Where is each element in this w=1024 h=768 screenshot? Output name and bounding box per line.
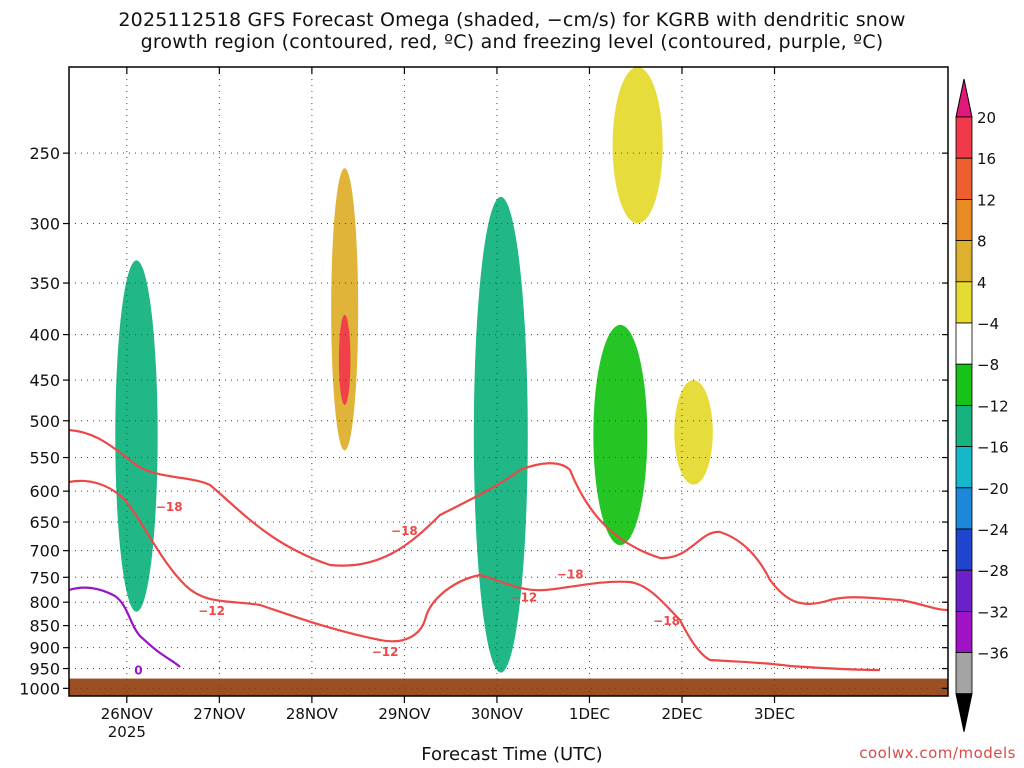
colorbar-swatch (955, 157, 973, 200)
y-tick-label: 750 (29, 568, 60, 587)
y-tick-label: 450 (29, 371, 60, 390)
terrain-below-surface (69, 678, 948, 696)
x-tick-label: 26NOV (101, 705, 154, 723)
y-tick-label: 400 (29, 326, 60, 345)
chart-title-line-2: growth region (contoured, red, ºC) and f… (140, 31, 884, 53)
contour-label: −18 (653, 614, 680, 628)
contour-dgz-cold (68, 428, 949, 612)
colorbar-swatch (955, 569, 973, 612)
y-tick-label: 800 (29, 593, 60, 612)
contour-label: −18 (156, 500, 183, 514)
omega-region-downward (473, 196, 528, 673)
colorbar-label: 16 (977, 150, 996, 168)
colorbar-swatch (955, 322, 973, 365)
y-tick-label: 900 (29, 639, 60, 658)
y-tick-label: 600 (29, 482, 60, 501)
colorbar-label: −20 (977, 480, 1009, 498)
colorbar-label: −4 (977, 315, 999, 333)
contour-label: −12 (372, 645, 399, 659)
colorbar-top-arrow (955, 78, 973, 118)
colorbar-swatch (955, 446, 973, 489)
colorbar-swatch (955, 611, 973, 654)
colorbar-label: −32 (977, 603, 1009, 621)
contour-label: 0 (134, 664, 142, 678)
x-tick-label: 30NOV (471, 705, 524, 723)
y-tick-label: 950 (29, 660, 60, 679)
colorbar-label: 4 (977, 274, 987, 292)
colorbar-swatch (955, 363, 973, 406)
source-credit[interactable]: coolwx.com/models (859, 744, 1016, 762)
colorbar-label: 12 (977, 191, 996, 209)
x-tick-label: 27NOV (193, 705, 246, 723)
chart-title-line-1: 2025112518 GFS Forecast Omega (shaded, −… (118, 9, 906, 31)
plot-frame (68, 66, 949, 697)
contour-dgz-warm (68, 479, 881, 672)
y-tick-label: 650 (29, 513, 60, 532)
y-tick-label: 250 (29, 144, 60, 163)
colorbar-swatch (955, 116, 973, 159)
omega-region-downward (593, 324, 648, 546)
contour-label: −18 (391, 524, 418, 538)
y-tick-label: 1000 (19, 679, 60, 698)
colorbar-label: −28 (977, 562, 1009, 580)
y-tick-label: 300 (29, 215, 60, 234)
colorbar-swatch (955, 404, 973, 447)
y-tick-label: 500 (29, 412, 60, 431)
y-tick-label: 700 (29, 542, 60, 561)
colorbar-swatch (955, 240, 973, 283)
colorbar-label: −12 (977, 397, 1009, 415)
x-tick-sublabel: 2025 (108, 723, 146, 741)
contour-label: −12 (198, 604, 225, 618)
colorbar-label: −8 (977, 356, 999, 374)
colorbar-swatch (955, 528, 973, 571)
omega-region-downward (115, 260, 158, 612)
x-tick-label: 1DEC (569, 705, 610, 723)
y-tick-label: 550 (29, 449, 60, 468)
omega-region-upward (331, 168, 359, 451)
contour-freezing-level (68, 586, 181, 668)
colorbar-label: −36 (977, 645, 1009, 663)
colorbar-label: −24 (977, 521, 1009, 539)
omega-region-upward (612, 67, 663, 224)
y-tick-label: 850 (29, 617, 60, 636)
x-tick-label: 29NOV (378, 705, 431, 723)
colorbar-swatch (955, 281, 973, 324)
colorbar-label: 20 (977, 109, 996, 127)
contour-label: −12 (511, 590, 538, 604)
y-tick-label: 350 (29, 274, 60, 293)
x-tick-label: 3DEC (754, 705, 795, 723)
x-tick-label: 28NOV (286, 705, 339, 723)
x-tick-label: 2DEC (661, 705, 702, 723)
colorbar-label: 8 (977, 233, 987, 251)
colorbar-label: −16 (977, 439, 1009, 457)
x-axis-title: Forecast Time (UTC) (421, 744, 603, 765)
colorbar-swatch (955, 652, 973, 695)
colorbar-swatch (955, 487, 973, 530)
omega-region-upward (674, 380, 713, 485)
omega-region-upward (338, 314, 351, 405)
colorbar-bottom-arrow (955, 693, 973, 732)
colorbar-swatch (955, 198, 973, 241)
contour-label: −18 (557, 568, 584, 582)
